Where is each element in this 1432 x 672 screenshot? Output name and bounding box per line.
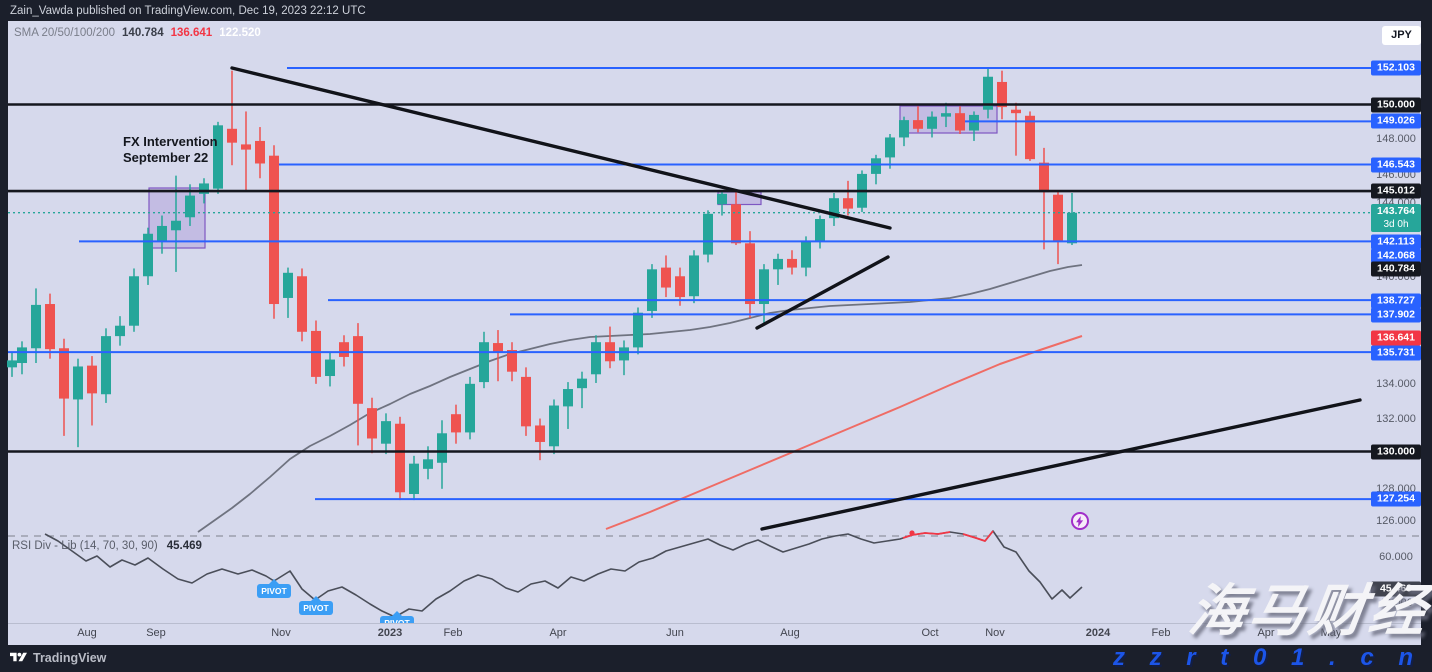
pivot-badge: PIVOT bbox=[299, 596, 333, 615]
sma-value-2: 136.641 bbox=[170, 27, 213, 39]
footer-bar: TradingView bbox=[0, 645, 1432, 672]
time-tick: Nov bbox=[985, 627, 1005, 639]
rsi-pane[interactable] bbox=[8, 531, 1421, 623]
rsi-legend-value: 45.469 bbox=[166, 540, 202, 552]
rsi-legend-title: RSI Div - Lib (14, 70, 30, 90) bbox=[12, 540, 158, 552]
indicator-legend[interactable]: SMA 20/50/100/200 140.784 136.641 122.520 bbox=[14, 27, 261, 39]
tradingview-logo[interactable]: TradingView bbox=[10, 650, 106, 665]
annotation-line-1: FX Intervention bbox=[123, 134, 218, 149]
time-tick: Oct bbox=[921, 627, 939, 639]
time-tick: Nov bbox=[271, 627, 291, 639]
time-tick: Feb bbox=[1151, 627, 1171, 639]
time-tick: Jun bbox=[666, 627, 684, 639]
sma-legend-title: SMA 20/50/100/200 bbox=[14, 27, 116, 39]
time-tick: 2024 bbox=[1085, 627, 1111, 639]
chart-text-annotation: FX Intervention September 22 bbox=[123, 134, 218, 165]
symbol-button[interactable]: JPY bbox=[1382, 26, 1421, 45]
tradingview-logo-text: TradingView bbox=[33, 650, 107, 665]
annotation-line-2: September 22 bbox=[123, 149, 209, 165]
time-tick: May bbox=[1320, 627, 1342, 639]
time-tick: Apr bbox=[549, 627, 567, 639]
publish-bar-text: Zain_Vawda published on TradingView.com,… bbox=[10, 5, 366, 17]
sma-value-3: 122.520 bbox=[219, 27, 261, 39]
rsi-legend[interactable]: RSI Div - Lib (14, 70, 30, 90) 45.469 bbox=[12, 540, 202, 552]
publish-bar: Zain_Vawda published on TradingView.com,… bbox=[0, 0, 1432, 21]
time-tick: Aug bbox=[780, 627, 800, 639]
time-tick: Feb bbox=[443, 627, 463, 639]
watermark-url: z z r t 0 1 . c n bbox=[1112, 644, 1422, 671]
time-axis[interactable]: Aug Sep Nov 2023 Feb Apr Jun Aug Oct Nov 2024 Feb Ap… bbox=[8, 623, 1421, 645]
pivot-badge: PIVOT bbox=[257, 579, 291, 598]
time-tick: Sep bbox=[146, 627, 166, 639]
sma-value-1: 140.784 bbox=[122, 27, 164, 39]
tradingview-logo-icon bbox=[10, 652, 27, 662]
time-tick: Apr bbox=[1257, 627, 1275, 639]
time-tick: 2023 bbox=[377, 627, 403, 639]
flash-marker-icon[interactable] bbox=[1071, 512, 1089, 530]
time-tick: Aug bbox=[77, 627, 97, 639]
